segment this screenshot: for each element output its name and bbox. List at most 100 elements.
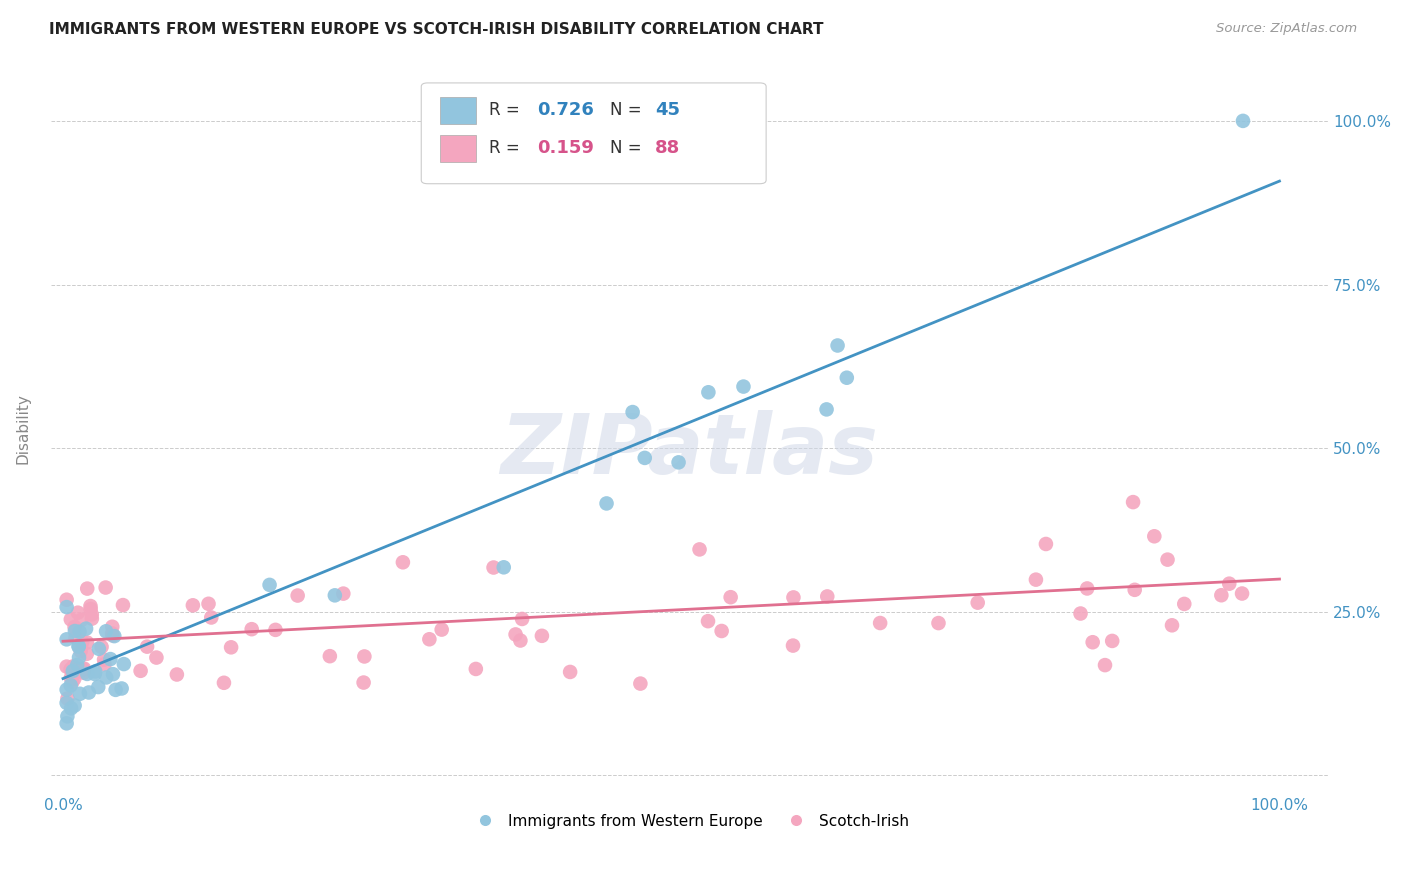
Point: [60, 701, 83, 715]
Point: [70, 613, 93, 627]
Point: [634, 450, 657, 465]
Point: [430, 623, 453, 637]
Point: [1232, 114, 1254, 128]
Point: [464, 662, 486, 676]
Point: [55, 632, 77, 647]
Point: [62, 664, 84, 678]
Point: [166, 667, 188, 681]
Point: [319, 649, 342, 664]
Point: [62, 659, 84, 673]
Point: [67, 640, 90, 654]
Point: [112, 657, 135, 671]
Point: [505, 627, 527, 641]
Point: [76, 635, 98, 649]
Point: [509, 633, 531, 648]
Point: [76, 582, 98, 596]
Point: [80, 607, 103, 622]
Point: [55, 716, 77, 731]
Point: [83, 667, 105, 681]
Point: [59, 662, 82, 676]
Point: [63, 672, 86, 686]
Point: [67, 639, 90, 653]
Point: [782, 639, 804, 653]
Point: [145, 650, 167, 665]
Point: [689, 542, 711, 557]
Point: [93, 653, 115, 667]
Point: [1156, 552, 1178, 566]
Point: [129, 664, 152, 678]
Point: [392, 555, 415, 569]
Point: [59, 612, 82, 626]
Point: [1094, 658, 1116, 673]
Point: [200, 610, 222, 624]
Text: 0.726: 0.726: [537, 102, 595, 120]
Point: [76, 647, 98, 661]
Point: [815, 590, 838, 604]
Point: [55, 659, 77, 673]
Point: [73, 662, 96, 676]
Point: [733, 379, 755, 393]
Point: [259, 578, 281, 592]
Point: [101, 620, 124, 634]
Point: [111, 598, 134, 612]
Point: [94, 624, 117, 639]
Point: [87, 680, 110, 694]
Point: [75, 622, 97, 636]
Point: [697, 385, 720, 400]
Point: [79, 599, 101, 613]
Point: [1218, 576, 1240, 591]
Text: 45: 45: [655, 102, 681, 120]
Point: [96, 670, 118, 684]
Point: [101, 628, 124, 642]
Point: [1143, 529, 1166, 543]
Text: Source: ZipAtlas.com: Source: ZipAtlas.com: [1216, 22, 1357, 36]
Point: [1211, 588, 1233, 602]
FancyBboxPatch shape: [422, 83, 766, 184]
Point: [353, 675, 375, 690]
Point: [69, 624, 91, 639]
Point: [1230, 586, 1253, 600]
Point: [1070, 607, 1092, 621]
Point: [77, 685, 100, 699]
Text: 88: 88: [655, 139, 681, 158]
Point: [111, 681, 134, 696]
Point: [101, 667, 124, 681]
Point: [66, 606, 89, 620]
Point: [628, 676, 651, 690]
Point: [55, 696, 77, 710]
Point: [697, 614, 720, 628]
Point: [136, 640, 159, 654]
Point: [1076, 582, 1098, 596]
Point: [287, 589, 309, 603]
Point: [492, 560, 515, 574]
Bar: [440, 96, 477, 124]
Point: [668, 455, 690, 469]
Point: [1025, 573, 1047, 587]
Point: [56, 709, 79, 723]
Point: [323, 588, 346, 602]
Point: [782, 591, 804, 605]
Point: [63, 624, 86, 638]
Point: [219, 640, 242, 655]
Point: [418, 632, 440, 647]
Point: [197, 597, 219, 611]
Point: [80, 602, 103, 616]
Point: [73, 665, 96, 680]
Point: [84, 665, 107, 679]
Point: [60, 675, 83, 690]
Point: [55, 592, 77, 607]
Text: N =: N =: [610, 102, 647, 120]
Point: [76, 667, 98, 681]
Point: [240, 622, 263, 636]
Point: [530, 629, 553, 643]
Point: [1123, 582, 1146, 597]
Point: [72, 662, 94, 676]
Point: [621, 405, 644, 419]
Point: [65, 631, 87, 645]
Point: [181, 599, 204, 613]
Text: N =: N =: [610, 139, 647, 158]
Point: [1035, 537, 1057, 551]
Point: [815, 402, 838, 417]
Point: [595, 496, 617, 510]
Point: [835, 370, 858, 384]
